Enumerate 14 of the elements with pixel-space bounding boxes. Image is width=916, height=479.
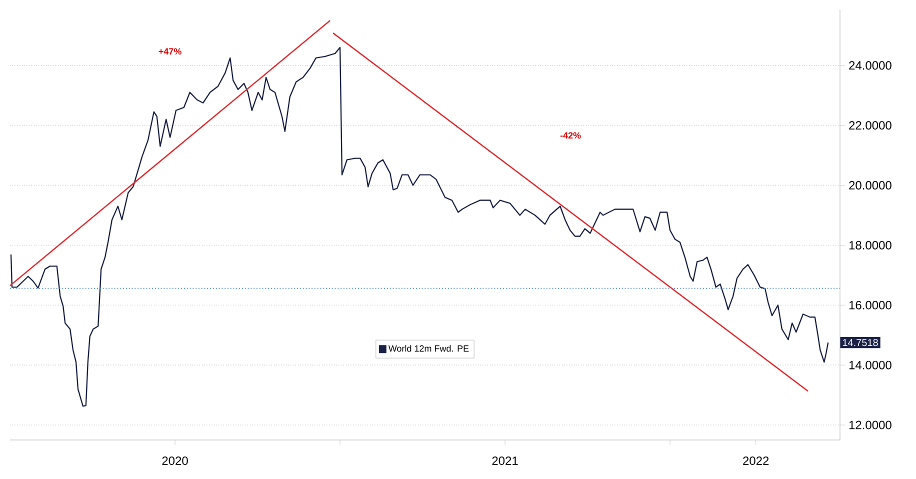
y-tick-label: 16.0000 <box>849 300 892 310</box>
legend-label: World 12m Fwd. PE <box>388 345 469 352</box>
x-tick-label: 2020 <box>162 456 188 466</box>
y-tick-label: 18.0000 <box>849 240 892 250</box>
y-tick-label: 22.0000 <box>849 121 892 130</box>
annotation: -42% <box>560 132 581 139</box>
y-tick-label: 24.0000 <box>849 61 892 70</box>
x-tick-label: 2021 <box>492 456 518 466</box>
annotation: +47% <box>158 48 182 55</box>
y-tick-label: 12.0000 <box>849 420 892 430</box>
data-label: 14.7518 <box>842 339 878 346</box>
y-tick-label: 20.0000 <box>849 181 892 190</box>
x-tick-label: 2022 <box>743 456 769 466</box>
y-tick-label: 14.0000 <box>849 360 892 370</box>
